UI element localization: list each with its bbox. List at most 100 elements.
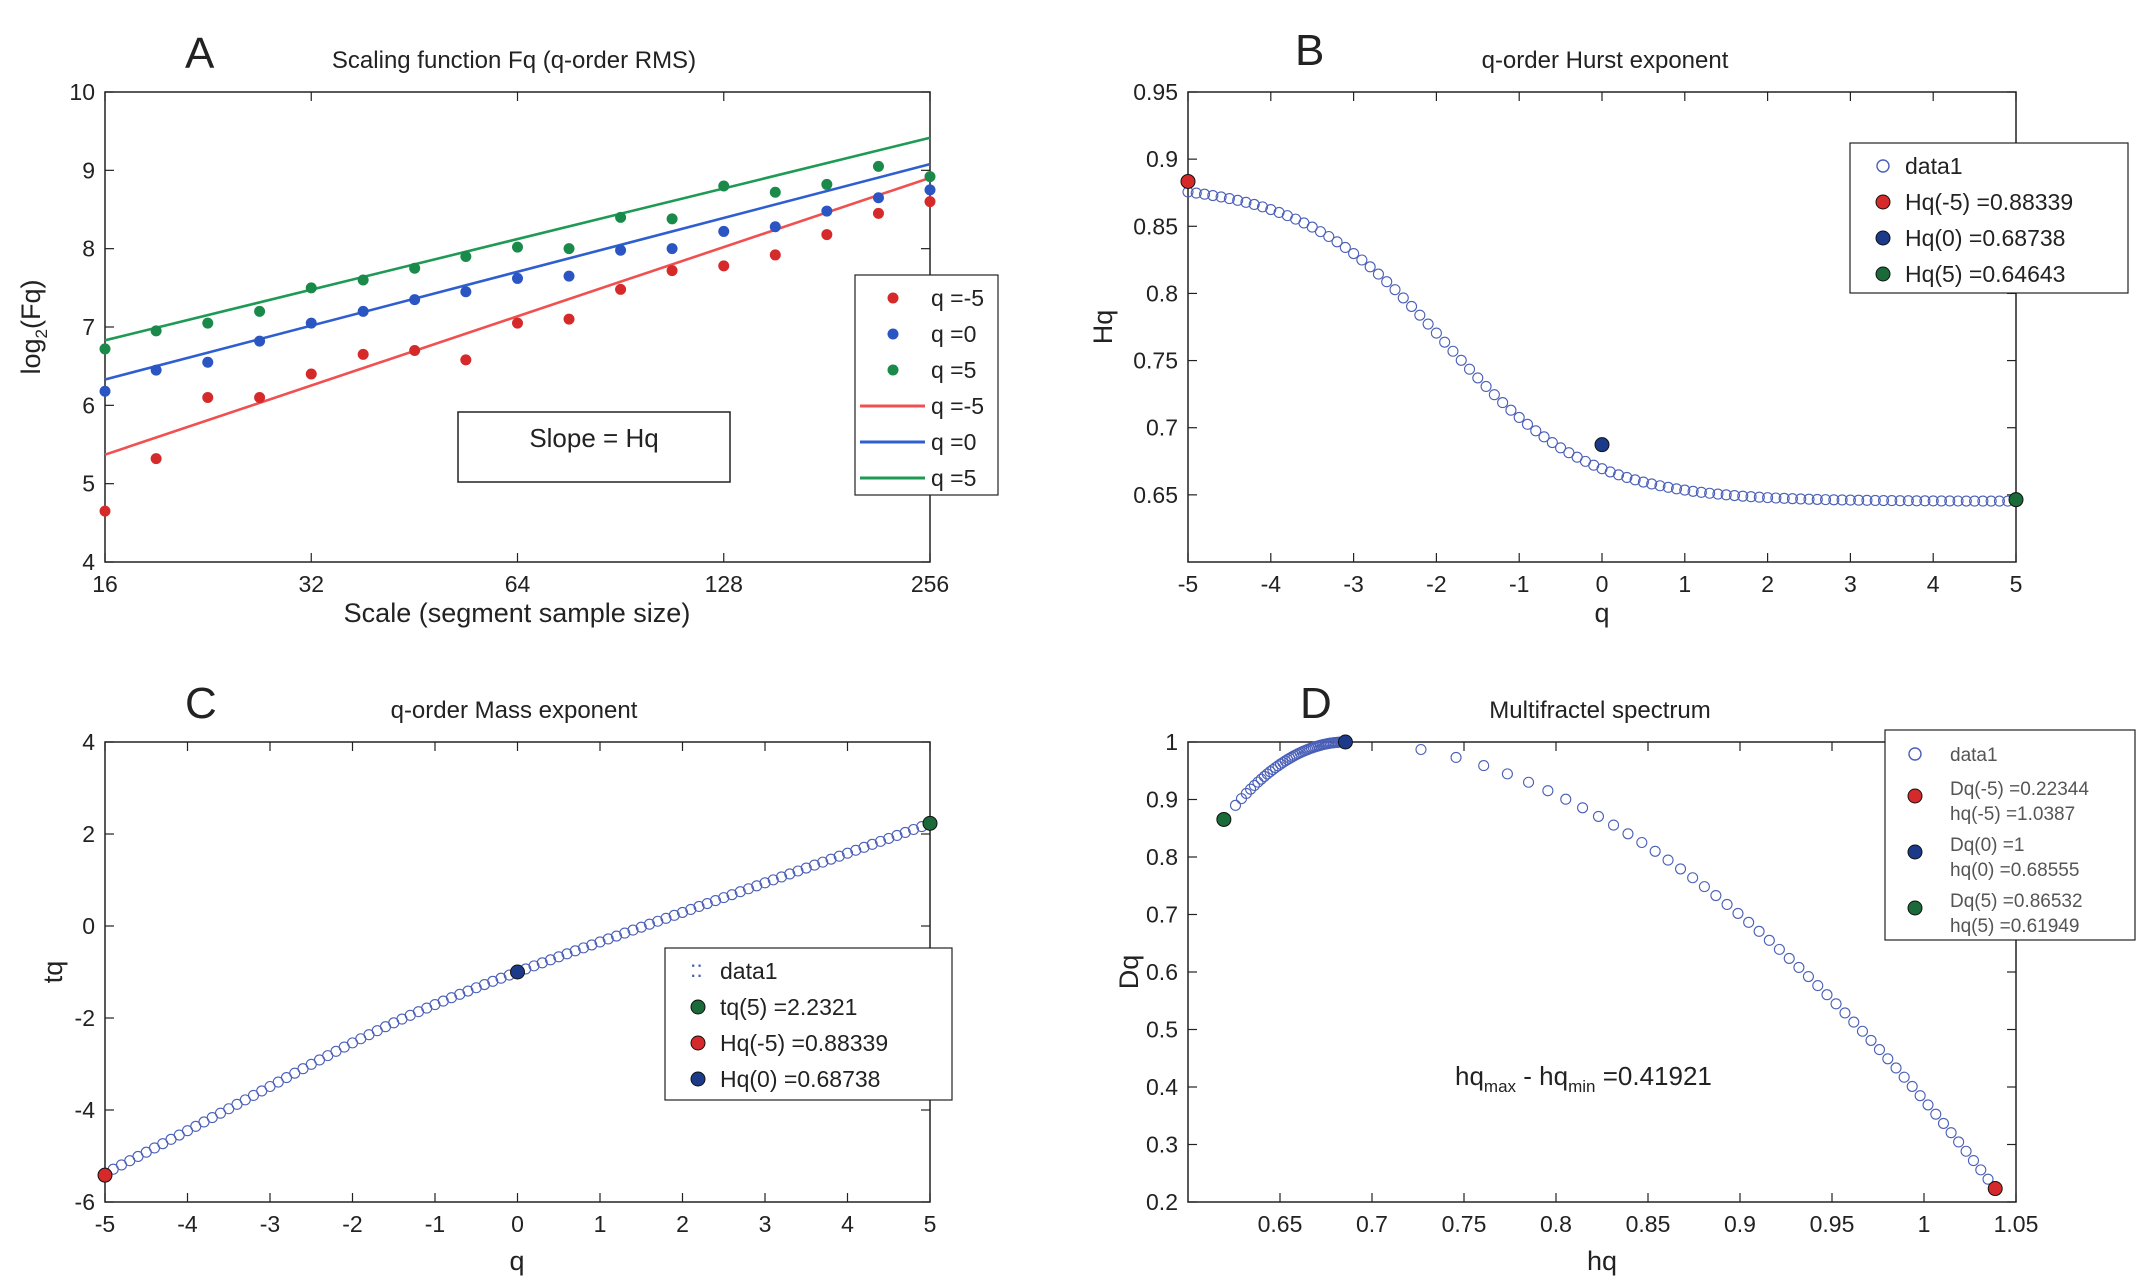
panel-a-xtick-label: 32 [298,571,324,597]
spectrum-point [1839,1007,1851,1019]
legend-label: data1 [720,958,778,984]
panel-c-xtick-label: -1 [425,1211,445,1237]
panel-b-ytick-label: 0.9 [1146,146,1178,172]
curve-point [1538,431,1550,443]
curve-point [1199,188,1211,200]
legend-label: data1 [1905,153,1963,179]
spectrum-point [1636,836,1648,849]
panel-c-ytick-label: -4 [75,1097,96,1123]
spectrum-point [1261,768,1273,780]
curve-point [808,859,821,871]
panel-a-ticks: 16 32 64 128 256 4 5 6 7 8 9 10 [69,79,949,597]
curve-point [1439,336,1451,348]
curve-point [1662,481,1674,493]
curve-point [1364,261,1376,273]
curve-point [1753,491,1765,503]
spectrum-point [1848,1016,1860,1028]
curve-point [1670,483,1683,495]
curve-point [850,844,862,856]
legend-marker [1875,194,1891,210]
panel-a-ytick-label: 10 [69,79,95,105]
data-point [460,251,472,262]
spectrum-point [1865,1034,1877,1046]
spectrum-point [1914,1090,1926,1102]
panel-a-xtick-label: 64 [505,571,531,597]
spectrum-point [1830,998,1842,1010]
curve-point [1621,471,1633,483]
curve-point [1646,478,1658,490]
panel-d-ytick-label: 0.2 [1146,1189,1178,1215]
panel-a-ytick-label: 6 [82,392,95,418]
data-point [769,221,781,233]
curve-point [1687,485,1699,497]
data-point [718,260,730,272]
data-point [615,211,627,223]
data-point [202,392,214,403]
panel-d-xtick-label: 0.7 [1356,1211,1388,1237]
data-point [924,184,936,196]
data-point [150,453,162,465]
spectrum-point [1450,751,1462,764]
panel-d-xtick-label: 1 [1918,1211,1931,1237]
panel-c-ytick-label: 4 [82,729,95,755]
curve-point [1381,276,1393,288]
curve-point [528,960,540,972]
curve-point [1256,201,1269,213]
data-point [99,385,111,397]
legend-label: q =0 [931,429,976,455]
curve-point [536,957,548,969]
legend-label: q =-5 [931,393,984,419]
data-point [769,186,781,198]
data-point [718,225,730,237]
spectrum-point [1245,783,1257,795]
panel-c-xtick-label: -3 [260,1211,280,1237]
legend-label: q =-5 [931,285,984,311]
data-point [769,249,781,261]
panel-d-ytick-label: 0.7 [1146,902,1178,928]
data-point [666,243,678,255]
spectrum-point [1873,1044,1886,1056]
curve-point [668,909,680,921]
panel-d-ylabel: Dq [1114,955,1144,990]
data-point [872,160,884,172]
data-point [563,243,575,255]
curve-point [1695,486,1707,498]
legend-label: data1 [1950,745,1998,766]
curve-point [1960,495,1972,507]
curve-point [1505,404,1517,416]
panel-c-highlight-points [97,815,938,1183]
panel-c-ticks: -5 -4 -3 -2 -1 0 1 2 3 4 5 -6 -4 -2 0 2 4 [75,729,937,1237]
panel-b-xtick-label: 4 [1927,571,1940,597]
spectrum-point [1721,898,1733,910]
curve-point [586,939,598,951]
curve-point [1265,203,1277,216]
curve-point [1795,493,1807,505]
curve-point [1877,494,1890,507]
legend-label: Dq(5) =0.86532 [1950,891,2083,912]
curve-point [1927,495,1939,507]
panel-b-highlight-points [1180,173,2024,508]
panel-c: C q-order Mass exponent -5 -4 -3 -2 -1 0 1 2 3 4 5… [38,679,953,1276]
curve-point [883,832,895,844]
panel-a-letter: A [185,29,215,78]
legend-label-line2: hq(5) =0.61949 [1950,916,2079,937]
curve-point [569,945,581,957]
curve-point [1762,492,1774,504]
spectrum-point [1890,1062,1902,1074]
data-point [357,274,369,286]
panel-a-ylabel: log2(Fq) [16,280,51,375]
panel-c-title: q-order Mass exponent [391,697,638,724]
spectrum-point [1975,1164,1987,1176]
fit-line-q-5 [104,176,931,456]
panel-b-xtick-label: -3 [1343,571,1363,597]
legend-label: Hq(0) =0.68738 [720,1066,880,1092]
data-point [202,317,214,329]
spectrum-point [1710,889,1722,902]
panel-c-ytick-label: 0 [82,913,95,939]
data-point [563,270,575,282]
data-point [615,283,627,295]
curve-point [660,912,672,924]
spectrum-point [1255,773,1267,785]
panel-a-ytick-label: 7 [82,314,95,340]
